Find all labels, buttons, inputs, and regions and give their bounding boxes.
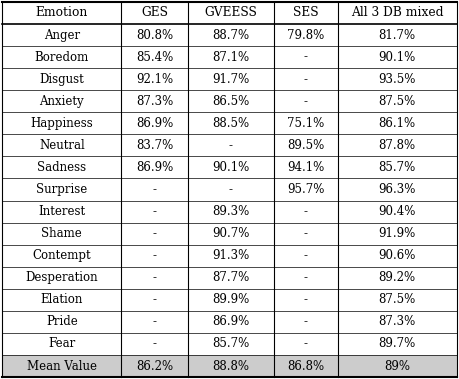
- Text: -: -: [304, 271, 308, 284]
- Text: SES: SES: [293, 6, 319, 19]
- Text: 89.9%: 89.9%: [212, 293, 250, 306]
- Text: 90.7%: 90.7%: [212, 227, 250, 240]
- Text: -: -: [304, 95, 308, 108]
- Text: Pride: Pride: [46, 315, 78, 329]
- Text: GES: GES: [141, 6, 168, 19]
- Bar: [337, 355, 457, 377]
- Text: 80.8%: 80.8%: [136, 28, 173, 42]
- Text: -: -: [304, 249, 308, 262]
- Text: -: -: [304, 73, 308, 86]
- Text: 86.8%: 86.8%: [287, 360, 324, 373]
- Bar: [2, 355, 122, 377]
- Text: 87.3%: 87.3%: [136, 95, 174, 108]
- Text: -: -: [229, 139, 233, 152]
- Text: -: -: [229, 183, 233, 196]
- Text: 87.5%: 87.5%: [379, 293, 416, 306]
- Text: -: -: [153, 271, 157, 284]
- Bar: [188, 355, 274, 377]
- Text: 87.3%: 87.3%: [379, 315, 416, 329]
- Text: -: -: [153, 183, 157, 196]
- Text: 88.5%: 88.5%: [213, 117, 249, 130]
- Text: 87.5%: 87.5%: [379, 95, 416, 108]
- Text: 87.7%: 87.7%: [212, 271, 250, 284]
- Text: -: -: [304, 337, 308, 351]
- Text: -: -: [304, 50, 308, 64]
- Text: Interest: Interest: [38, 205, 85, 218]
- Text: 89.5%: 89.5%: [287, 139, 325, 152]
- Text: 87.8%: 87.8%: [379, 139, 416, 152]
- Text: 91.7%: 91.7%: [212, 73, 250, 86]
- Text: Anxiety: Anxiety: [39, 95, 84, 108]
- Text: Elation: Elation: [41, 293, 83, 306]
- Text: Fear: Fear: [48, 337, 75, 351]
- Text: 85.7%: 85.7%: [212, 337, 250, 351]
- Text: 86.2%: 86.2%: [136, 360, 173, 373]
- Text: -: -: [304, 205, 308, 218]
- Text: 83.7%: 83.7%: [136, 139, 174, 152]
- Bar: [274, 355, 337, 377]
- Text: Shame: Shame: [41, 227, 82, 240]
- Bar: [122, 355, 188, 377]
- Text: GVEESS: GVEESS: [204, 6, 257, 19]
- Text: 86.9%: 86.9%: [136, 117, 174, 130]
- Text: 86.9%: 86.9%: [136, 161, 174, 174]
- Text: -: -: [304, 315, 308, 329]
- Text: 81.7%: 81.7%: [379, 28, 416, 42]
- Text: Disgust: Disgust: [39, 73, 84, 86]
- Text: Surprise: Surprise: [36, 183, 88, 196]
- Text: 90.1%: 90.1%: [212, 161, 250, 174]
- Text: 85.4%: 85.4%: [136, 50, 174, 64]
- Text: 89.3%: 89.3%: [212, 205, 250, 218]
- Text: Anger: Anger: [44, 28, 80, 42]
- Text: Neutral: Neutral: [39, 139, 85, 152]
- Text: 90.1%: 90.1%: [379, 50, 416, 64]
- Text: -: -: [153, 227, 157, 240]
- Text: All 3 DB mixed: All 3 DB mixed: [351, 6, 443, 19]
- Text: Emotion: Emotion: [36, 6, 88, 19]
- Text: 75.1%: 75.1%: [287, 117, 325, 130]
- Text: 87.1%: 87.1%: [213, 50, 249, 64]
- Text: 85.7%: 85.7%: [379, 161, 416, 174]
- Text: 92.1%: 92.1%: [136, 73, 173, 86]
- Text: -: -: [153, 249, 157, 262]
- Text: Boredom: Boredom: [35, 50, 89, 64]
- Text: 88.8%: 88.8%: [213, 360, 249, 373]
- Text: 89.7%: 89.7%: [379, 337, 416, 351]
- Text: 89%: 89%: [384, 360, 410, 373]
- Text: Sadness: Sadness: [37, 161, 86, 174]
- Text: -: -: [153, 315, 157, 329]
- Text: 93.5%: 93.5%: [378, 73, 416, 86]
- Text: 90.6%: 90.6%: [378, 249, 416, 262]
- Text: 86.9%: 86.9%: [212, 315, 250, 329]
- Text: -: -: [304, 293, 308, 306]
- Text: 79.8%: 79.8%: [287, 28, 325, 42]
- Text: 91.9%: 91.9%: [379, 227, 416, 240]
- Text: Happiness: Happiness: [30, 117, 93, 130]
- Text: 95.7%: 95.7%: [287, 183, 325, 196]
- Text: Desperation: Desperation: [26, 271, 98, 284]
- Text: Contempt: Contempt: [33, 249, 91, 262]
- Text: 88.7%: 88.7%: [213, 28, 249, 42]
- Text: 86.1%: 86.1%: [379, 117, 416, 130]
- Text: 96.3%: 96.3%: [378, 183, 416, 196]
- Text: 90.4%: 90.4%: [378, 205, 416, 218]
- Text: 89.2%: 89.2%: [379, 271, 416, 284]
- Text: -: -: [153, 293, 157, 306]
- Text: 86.5%: 86.5%: [212, 95, 250, 108]
- Text: 94.1%: 94.1%: [287, 161, 325, 174]
- Text: -: -: [304, 227, 308, 240]
- Text: 91.3%: 91.3%: [212, 249, 250, 262]
- Text: -: -: [153, 205, 157, 218]
- Text: -: -: [153, 337, 157, 351]
- Text: Mean Value: Mean Value: [27, 360, 97, 373]
